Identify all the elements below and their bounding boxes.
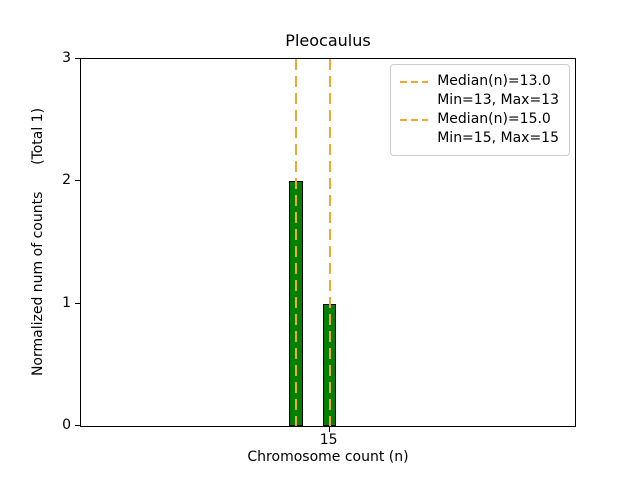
x-tick-label: 15 — [319, 432, 338, 448]
legend-label: Min=13, Max=13 — [437, 92, 559, 108]
y-tick-mark — [75, 302, 80, 304]
plot-area: Median(n)=13.0 Min=13, Max=13 Median(n)=… — [80, 58, 576, 427]
dashed-line-sample-icon — [400, 80, 429, 83]
legend-spacer — [400, 138, 428, 140]
x-tick-mark — [328, 427, 330, 432]
median-vline — [294, 59, 297, 426]
legend-label: Min=15, Max=15 — [437, 130, 559, 146]
dashed-line-sample-icon — [400, 118, 429, 121]
y-tick-mark — [75, 425, 80, 426]
y-tick-label: 3 — [62, 50, 71, 66]
chart-title: Pleocaulus — [285, 31, 371, 50]
legend-entry: Median(n)=13.0 — [400, 72, 559, 91]
legend-entry: Median(n)=15.0 — [400, 110, 559, 129]
y-tick-label: 2 — [62, 172, 71, 189]
legend-entry: Min=15, Max=15 — [400, 129, 559, 148]
x-axis-label: Chromosome count (n) — [247, 449, 409, 465]
y-axis-label: Normalized num of counts (Total 1) — [30, 107, 46, 377]
y-tick-mark — [75, 180, 80, 182]
y-tick-mark — [75, 58, 80, 59]
legend-label: Median(n)=15.0 — [437, 111, 551, 127]
median-vline — [328, 59, 331, 426]
legend-spacer — [400, 100, 428, 102]
legend-label: Median(n)=13.0 — [437, 73, 551, 89]
legend-entry: Min=13, Max=13 — [400, 91, 559, 110]
y-tick-label: 1 — [62, 294, 71, 311]
legend: Median(n)=13.0 Min=13, Max=13 Median(n)=… — [390, 64, 570, 156]
y-tick-label: 0 — [62, 417, 71, 433]
